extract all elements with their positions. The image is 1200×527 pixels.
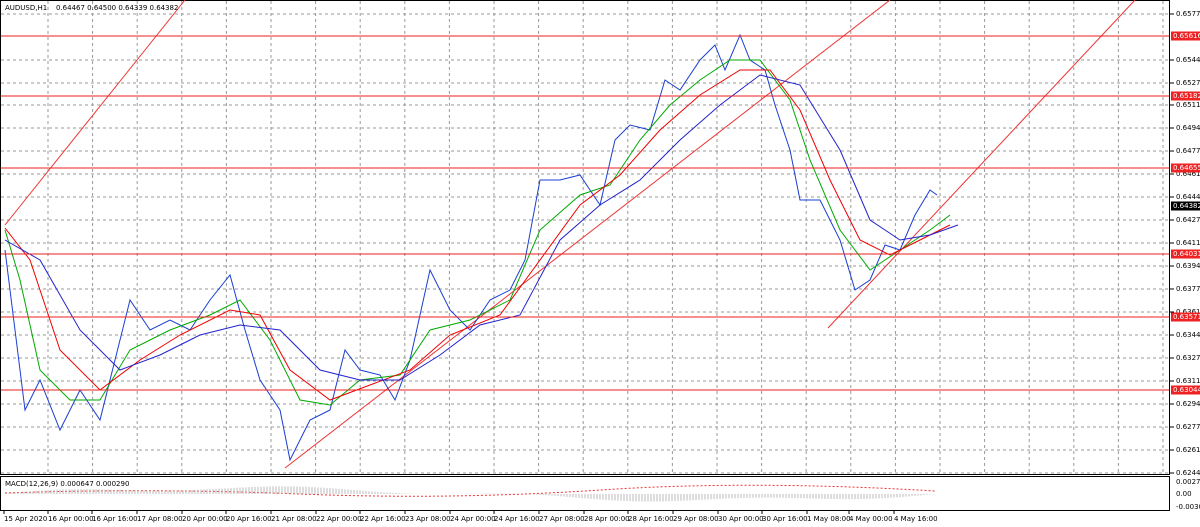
level-tag xyxy=(1171,31,1200,41)
price-label: 0.63275 xyxy=(1176,354,1200,362)
main-pane xyxy=(0,0,1170,475)
time-label: 20 Apr 00:00 xyxy=(182,515,228,523)
price-label: 0.63445 xyxy=(1176,331,1200,339)
level-label: 0.65182 xyxy=(1173,92,1200,100)
price-label: 0.65275 xyxy=(1176,79,1200,87)
level-label: 0.64031 xyxy=(1173,250,1200,258)
macd-histogram xyxy=(5,486,937,502)
time-label: 30 Apr 16:00 xyxy=(762,515,808,523)
time-label: 28 Apr 16:00 xyxy=(628,515,674,523)
time-label: 23 Apr 08:00 xyxy=(405,515,451,523)
ma-slow xyxy=(4,74,959,381)
macd-axis-label: 0.002704 xyxy=(1176,478,1200,486)
macd-axis-label: 0.00 xyxy=(1176,490,1192,498)
trend-line xyxy=(827,0,1136,329)
time-label: 15 Apr 2020 xyxy=(4,515,47,523)
price-label: 0.63775 xyxy=(1176,285,1200,293)
time-label: 27 Apr 08:00 xyxy=(539,515,585,523)
price-label: 0.62445 xyxy=(1176,469,1200,477)
macd-signal xyxy=(4,484,936,497)
price-label: 0.65445 xyxy=(1176,56,1200,64)
level-tag xyxy=(1171,312,1200,322)
time-label: 20 Apr 16:00 xyxy=(226,515,272,523)
time-label: 4 May 16:00 xyxy=(894,515,938,523)
level-tag xyxy=(1171,249,1200,259)
symbol: AUDUSD,H1 xyxy=(5,4,47,12)
time-label: 16 Apr 16:00 xyxy=(92,515,138,523)
current-tag xyxy=(1171,201,1200,211)
quote: 0.64467 0.64500 0.64339 0.64382 xyxy=(56,4,178,12)
level-label: 0.65616 xyxy=(1173,32,1200,40)
ma-fast xyxy=(4,59,951,406)
time-label: 29 Apr 08:00 xyxy=(673,515,719,523)
price-label: 0.64945 xyxy=(1176,124,1200,132)
level-label: 0.63571 xyxy=(1173,313,1200,321)
level-label: 0.63044 xyxy=(1173,386,1200,394)
price-label: 0.62945 xyxy=(1176,400,1200,408)
price-label: 0.64275 xyxy=(1176,216,1200,224)
time-label: 24 Apr 16:00 xyxy=(494,515,540,523)
time-label: 28 Apr 00:00 xyxy=(584,515,630,523)
price-label: 0.64775 xyxy=(1176,147,1200,155)
time-label: 21 Apr 08:00 xyxy=(271,515,317,523)
time-label: 22 Apr 16:00 xyxy=(360,515,406,523)
level-label: 0.64655 xyxy=(1173,164,1200,172)
level-tag xyxy=(1171,163,1200,173)
grid xyxy=(1,1,1169,474)
time-label: 1 May 08:00 xyxy=(807,515,851,523)
time-label: 16 Apr 00:00 xyxy=(48,515,94,523)
price-candles xyxy=(4,33,938,462)
time-label: 24 Apr 00:00 xyxy=(450,515,496,523)
time-label: 17 Apr 08:00 xyxy=(137,515,183,523)
macd-pane xyxy=(0,476,1170,511)
drawings xyxy=(4,0,1136,497)
level-tag xyxy=(1171,91,1200,101)
macd-axis-label: -0.003090 xyxy=(1176,503,1200,511)
time-label: 22 Apr 00:00 xyxy=(316,515,362,523)
level-tag xyxy=(1171,385,1200,395)
ma-mid xyxy=(4,69,951,401)
price-label: 0.65775 xyxy=(1176,10,1200,18)
time-label: 30 Apr 00:00 xyxy=(718,515,764,523)
time-label: 4 May 00:00 xyxy=(849,515,893,523)
macd-label: MACD(12,26,9) 0.000647 0.000290 xyxy=(5,480,129,488)
price-label: 0.62775 xyxy=(1176,423,1200,431)
current-price: 0.64382 xyxy=(1173,202,1200,210)
price-label: 0.64445 xyxy=(1176,193,1200,201)
price-label: 0.63945 xyxy=(1176,262,1200,270)
trend-line xyxy=(4,0,186,226)
